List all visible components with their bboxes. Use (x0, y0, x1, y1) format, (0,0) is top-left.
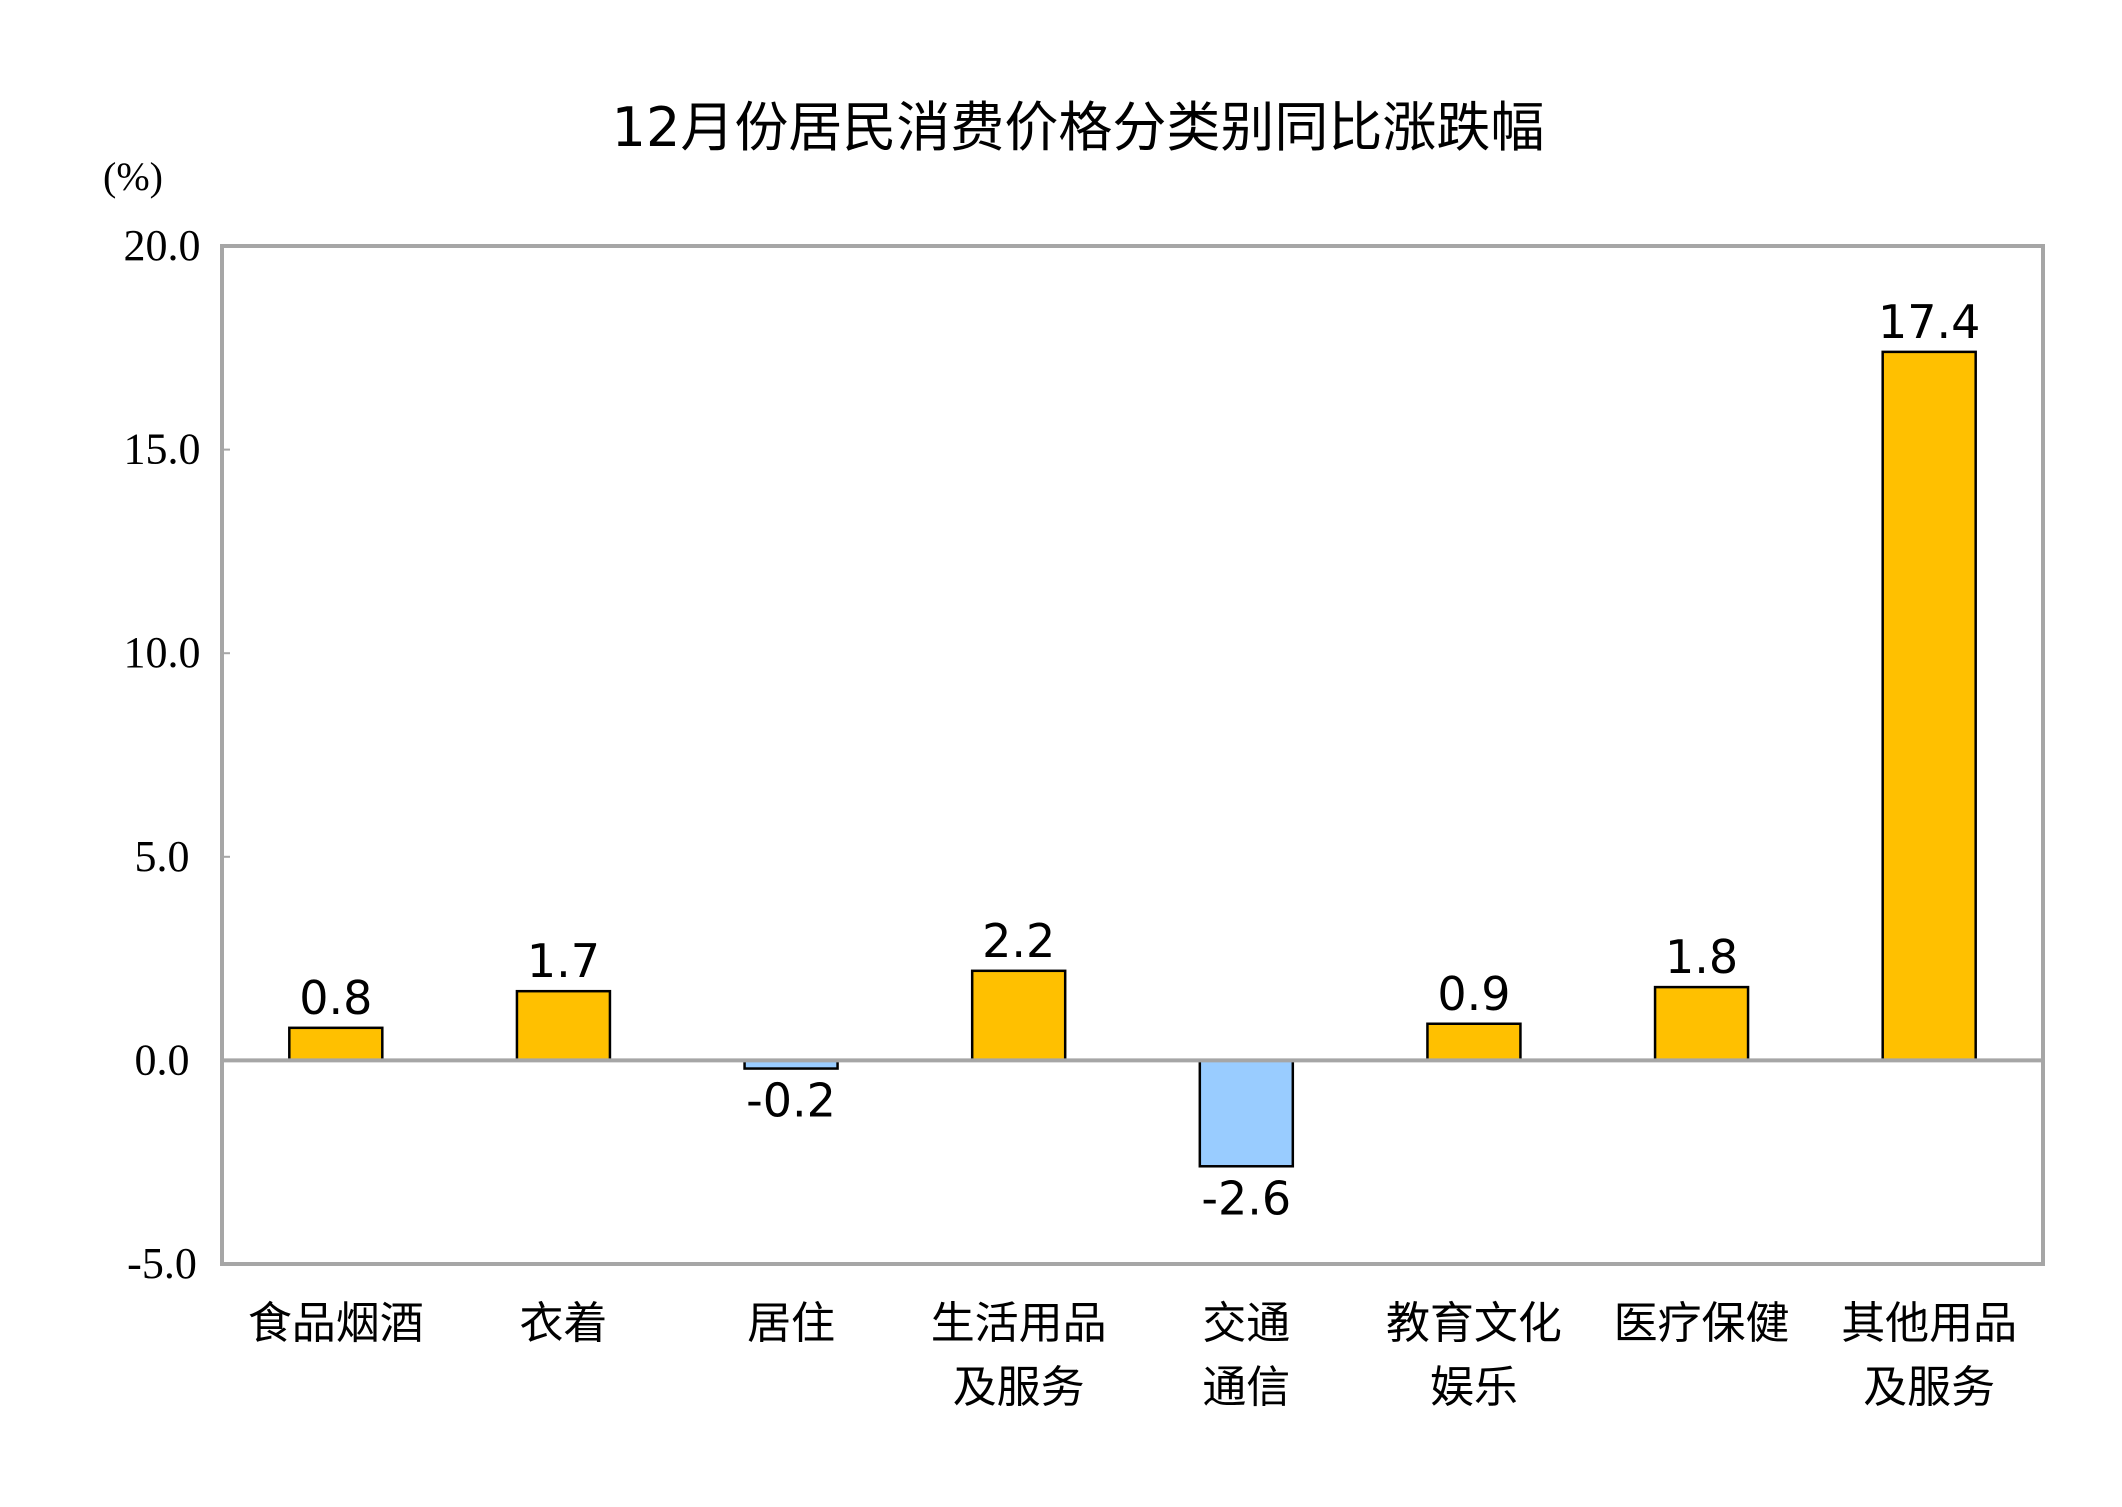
data-label: 2.2 (982, 914, 1055, 968)
bar (515, 989, 612, 1062)
data-label: 1.8 (1665, 930, 1738, 984)
x-tick-label: 医疗保健 (1614, 1298, 1790, 1349)
data-label: -2.6 (1201, 1171, 1291, 1225)
x-tick-label: 及服务 (953, 1362, 1085, 1413)
y-tick-label: 20.0 (124, 221, 201, 270)
x-tick-label: 其他用品 (1841, 1298, 2017, 1349)
chart-title: 12月份居民消费价格分类别同比涨跌幅 (612, 96, 1545, 159)
bar (1426, 1022, 1522, 1062)
data-label: -0.2 (746, 1074, 836, 1128)
x-tick-label: 居住 (747, 1298, 835, 1349)
y-tick-label: 15.0 (124, 425, 201, 474)
data-label: 0.9 (1437, 967, 1510, 1021)
y-tick-label: -5.0 (127, 1239, 197, 1288)
data-label: 0.8 (299, 971, 372, 1025)
data-label: 17.4 (1878, 295, 1980, 349)
x-tick-label: 衣着 (519, 1298, 607, 1349)
y-tick-label: 0.0 (135, 1035, 190, 1084)
x-tick-label: 生活用品 (931, 1298, 1107, 1349)
y-tick-label: 5.0 (135, 832, 190, 881)
x-tick-label: 及服务 (1863, 1362, 1995, 1413)
bar (1653, 985, 1750, 1062)
bar (1198, 1059, 1295, 1168)
x-tick-label: 娱乐 (1430, 1362, 1518, 1413)
bar (1881, 350, 1977, 1062)
x-tick-label: 食品烟酒 (248, 1298, 424, 1349)
bar (288, 1026, 384, 1062)
y-tick-label: 10.0 (124, 628, 201, 677)
bar (970, 969, 1067, 1062)
x-tick-label: 通信 (1202, 1362, 1290, 1413)
x-tick-label: 教育文化 (1386, 1298, 1562, 1349)
y-axis-unit: (%) (103, 154, 163, 199)
data-label: 1.7 (527, 934, 600, 988)
x-tick-label: 交通 (1202, 1298, 1290, 1349)
plot-frame (220, 244, 2045, 1266)
